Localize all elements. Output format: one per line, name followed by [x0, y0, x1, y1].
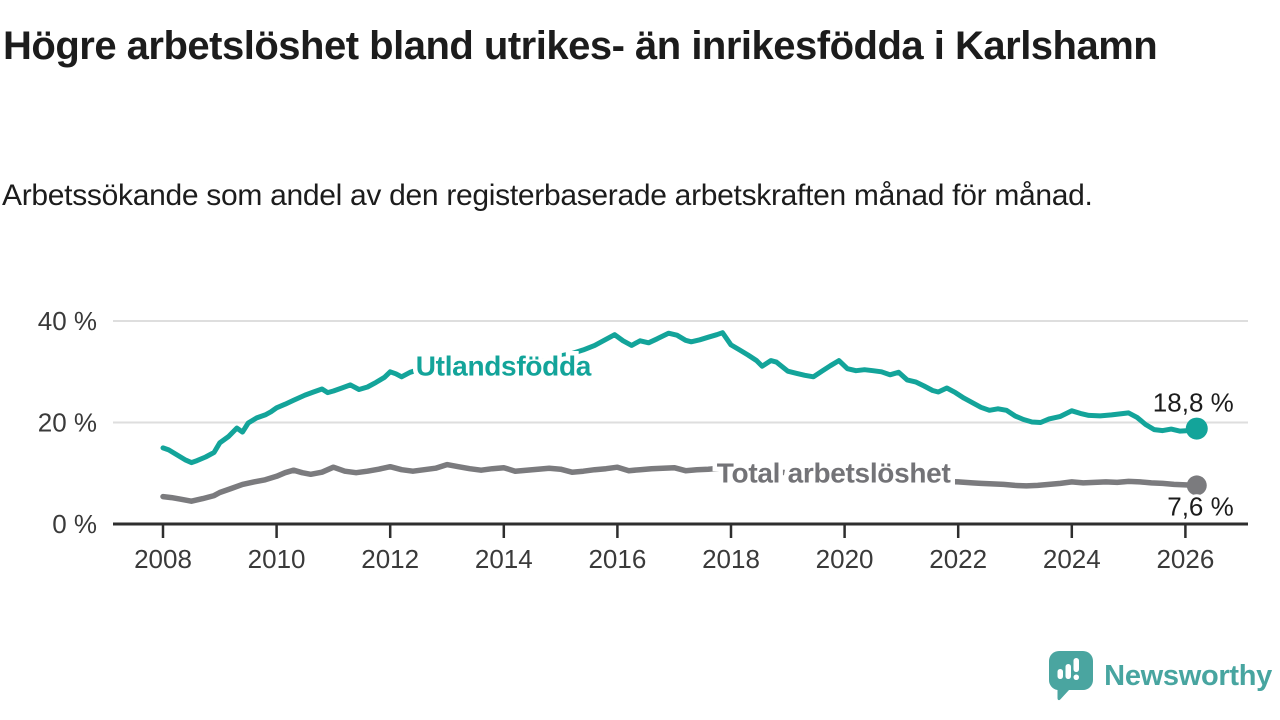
- series-line-1: [160, 330, 1200, 466]
- series-line-0: [160, 461, 1200, 504]
- series-end-value-1: 18,8 %: [1153, 388, 1234, 418]
- x-tick-label: 2018: [702, 544, 760, 574]
- series-end-dot-1: [1185, 417, 1208, 440]
- bar-small: [1057, 669, 1064, 679]
- newsworthy-logo-icon: [1049, 651, 1094, 701]
- brand-footer: Newsworthy: [1046, 650, 1272, 702]
- x-tick-label: 2008: [134, 544, 192, 574]
- page-title: Högre arbetslöshet bland utrikes- än inr…: [3, 24, 1158, 68]
- x-tick-label: 2010: [248, 544, 306, 574]
- x-tick-label: 2012: [361, 544, 419, 574]
- bar-tall: [1065, 664, 1072, 679]
- series-end-dot-0: [1186, 475, 1207, 496]
- y-tick-label: 40 %: [38, 306, 97, 336]
- x-tick-label: 2014: [475, 544, 533, 574]
- x-tick-label: 2026: [1156, 544, 1214, 574]
- x-tick-label: 2022: [929, 544, 987, 574]
- exclamation-dot: [1073, 674, 1080, 680]
- exclamation-bar: [1073, 658, 1080, 672]
- brand-name: Newsworthy: [1104, 660, 1272, 692]
- x-tick-label: 2024: [1043, 544, 1101, 574]
- x-tick-label: 2016: [588, 544, 646, 574]
- x-tick-label: 2020: [816, 544, 874, 574]
- y-tick-label: 0 %: [52, 509, 97, 539]
- chart-subtitle: Arbetssökande som andel av den registerb…: [2, 179, 1093, 212]
- series-label-1: Utlandsfödda: [416, 350, 592, 381]
- series-end-value-0: 7,6 %: [1167, 491, 1234, 521]
- series-label-0: Total arbetslöshet: [717, 457, 951, 488]
- y-tick-label: 20 %: [38, 408, 97, 438]
